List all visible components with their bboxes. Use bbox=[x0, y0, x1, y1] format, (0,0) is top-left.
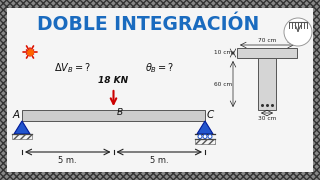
Text: 30 cm: 30 cm bbox=[258, 116, 276, 121]
Bar bbox=[0, 0, 7, 180]
Text: 18 KN: 18 KN bbox=[99, 76, 129, 85]
Text: $\Delta V_B = ?$: $\Delta V_B = ?$ bbox=[54, 61, 90, 75]
Text: 5 m.: 5 m. bbox=[59, 156, 77, 165]
Bar bbox=[0, 172, 320, 180]
Circle shape bbox=[203, 134, 207, 138]
Bar bbox=[0, 0, 320, 8]
Bar bbox=[195, 139, 215, 144]
Text: A: A bbox=[13, 110, 20, 120]
Circle shape bbox=[208, 134, 212, 138]
Text: B: B bbox=[116, 108, 123, 117]
Text: C: C bbox=[207, 110, 214, 120]
Bar bbox=[12, 134, 32, 139]
Bar bbox=[313, 0, 320, 180]
Text: 60 cm: 60 cm bbox=[214, 82, 232, 87]
Text: 5 m.: 5 m. bbox=[150, 156, 169, 165]
Polygon shape bbox=[197, 121, 213, 134]
Circle shape bbox=[198, 134, 202, 138]
Polygon shape bbox=[14, 121, 30, 134]
Circle shape bbox=[284, 18, 312, 46]
Text: 10 cm: 10 cm bbox=[214, 51, 232, 55]
Text: DOBLE INTEGRACIÓN: DOBLE INTEGRACIÓN bbox=[37, 15, 259, 33]
Bar bbox=[22, 110, 205, 121]
Bar bbox=[258, 58, 276, 110]
Text: 70 cm: 70 cm bbox=[258, 38, 276, 43]
Bar bbox=[237, 48, 297, 58]
Text: $\theta_B = ?$: $\theta_B = ?$ bbox=[145, 61, 175, 75]
